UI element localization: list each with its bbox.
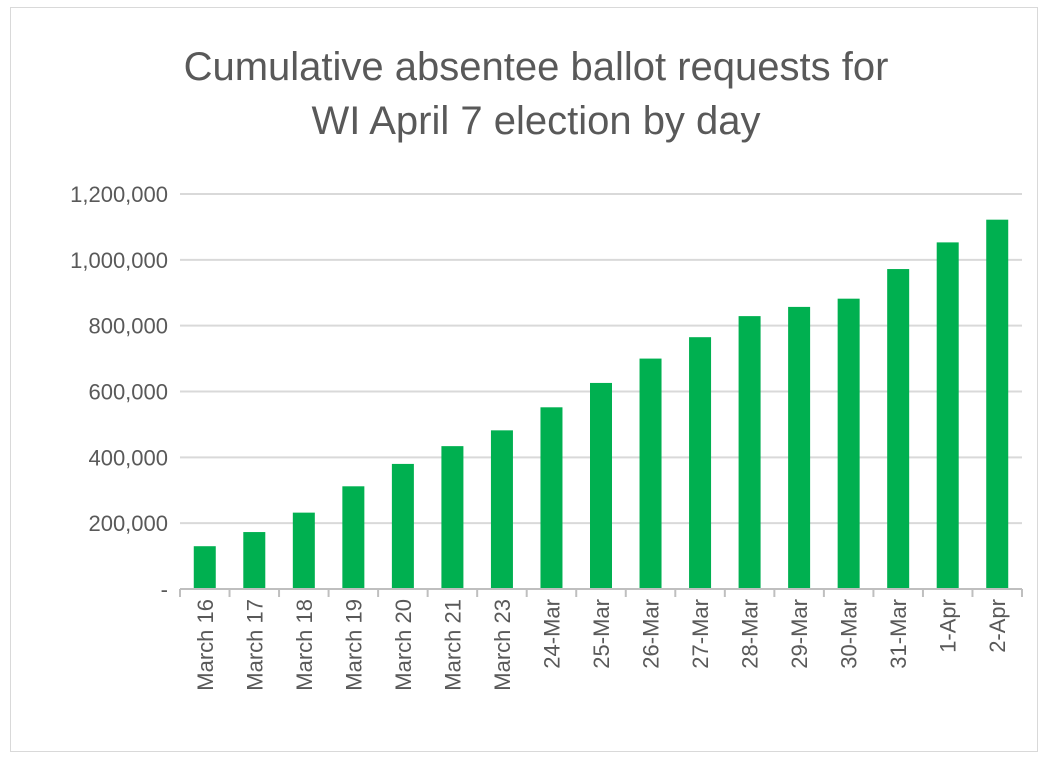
chart-frame [10, 7, 1038, 752]
bar [639, 358, 662, 589]
bar [986, 219, 1009, 590]
bar [689, 337, 712, 589]
x-tick-label: 25-Mar [589, 599, 614, 669]
bar [490, 430, 513, 589]
y-tick-label: 600,000 [88, 380, 168, 405]
y-tick-label: 1,000,000 [70, 248, 168, 273]
bar [292, 512, 315, 589]
bars [193, 219, 1009, 590]
bar [738, 316, 761, 589]
bar [887, 269, 910, 589]
bar [590, 382, 612, 589]
x-tick-label: 1-Apr [936, 599, 961, 653]
x-tick-label: 27-Mar [688, 599, 713, 669]
chart-title-line-2: WI April 7 election by day [311, 99, 761, 143]
bar [788, 306, 811, 589]
x-tick-label: March 20 [391, 599, 416, 691]
x-tick-label: 2-Apr [985, 599, 1010, 653]
x-tick-label: 31-Mar [886, 599, 911, 669]
x-tick-label: 26-Mar [639, 599, 664, 669]
x-axis-tick-labels: March 16 March 17 March 18 March 19 March 20… [193, 599, 1010, 691]
x-tick-label: 30-Mar [837, 599, 862, 669]
bar [193, 546, 216, 589]
x-tick-label: March 19 [341, 599, 366, 691]
x-tick-label: 24-Mar [539, 599, 564, 669]
y-tick-label: - [161, 577, 168, 602]
y-axis-tick-labels: - 200,000 400,000 600,000 800,000 1,000,000 1,… [70, 182, 168, 602]
x-tick-label: March 23 [490, 599, 515, 691]
x-tick-label: March 16 [193, 599, 218, 691]
x-tick-label: March 18 [292, 599, 317, 691]
chart-title-line-1: Cumulative absentee ballot requests for [183, 45, 889, 89]
bar [391, 463, 414, 589]
y-tick-label: 800,000 [88, 314, 168, 339]
x-tick-label: March 21 [440, 599, 465, 691]
x-tick-label: March 17 [242, 599, 267, 691]
chart-title: Cumulative absentee ballot requests for … [0, 40, 1053, 148]
bar [936, 242, 959, 589]
x-tick-label: 29-Mar [787, 599, 812, 669]
x-tick-label: 28-Mar [738, 599, 763, 669]
y-tick-label: 200,000 [88, 511, 168, 536]
bar [837, 298, 860, 589]
bar [243, 532, 266, 589]
bar [342, 486, 365, 589]
bar [540, 407, 563, 589]
bar [441, 446, 464, 589]
y-tick-label: 400,000 [88, 445, 168, 470]
x-axis [179, 588, 1023, 597]
y-tick-label: 1,200,000 [70, 182, 168, 207]
